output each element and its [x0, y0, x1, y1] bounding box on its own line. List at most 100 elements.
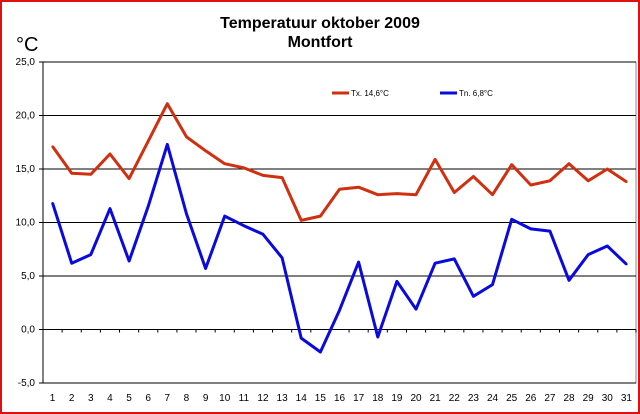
data-point [472, 295, 475, 298]
data-point [204, 149, 207, 153]
subtitle-line: Montfort [287, 34, 353, 51]
series-line-tx [51, 102, 628, 222]
x-tick-label: 24 [487, 393, 499, 404]
data-point [414, 307, 418, 311]
data-point [89, 253, 93, 256]
data-point [433, 261, 437, 265]
data-point [223, 162, 226, 165]
x-tick-label: 15 [315, 393, 327, 404]
data-point [453, 257, 456, 261]
x-tick-label: 10 [219, 393, 231, 404]
data-point [280, 256, 284, 260]
data-point [300, 336, 303, 340]
data-point [606, 167, 609, 171]
x-tick-label: 17 [353, 393, 365, 404]
data-point [147, 139, 150, 143]
x-tick-label: 7 [165, 393, 171, 404]
data-point [185, 212, 188, 216]
y-tick-label: 10,0 [16, 218, 36, 229]
data-point [127, 259, 131, 263]
data-point [586, 179, 590, 182]
data-point [204, 267, 207, 270]
chart-title: Temperatuur oktober 2009 Montfort [2, 14, 638, 52]
x-tick-label: 2 [69, 393, 75, 404]
x-tick-label: 28 [563, 393, 575, 404]
data-point [548, 229, 552, 233]
data-point [491, 193, 494, 196]
legend-label: Tn. 6,8°C [459, 89, 493, 98]
data-point [395, 280, 399, 283]
data-point [529, 183, 532, 187]
data-point [70, 172, 73, 175]
y-tick-label: 15,0 [16, 164, 36, 175]
data-point [625, 180, 628, 184]
title-line: Temperatuur oktober 2009 [220, 15, 420, 32]
y-tick-label: 25,0 [16, 57, 36, 68]
x-tick-label: 13 [277, 393, 289, 404]
data-point [166, 143, 169, 146]
x-tick-label: 31 [621, 393, 633, 404]
data-point [376, 335, 379, 339]
x-tick-label: 11 [239, 393, 250, 404]
data-point [376, 193, 379, 196]
data-point [108, 152, 112, 156]
x-tick-label: 9 [203, 393, 209, 404]
data-point [319, 350, 322, 354]
data-point [491, 283, 494, 286]
data-point [166, 102, 169, 105]
y-axis-unit: °C [16, 34, 39, 56]
data-point [51, 145, 54, 148]
data-point [242, 224, 246, 227]
data-point [395, 192, 399, 195]
x-tick-label: 21 [430, 393, 442, 404]
data-point [357, 185, 360, 189]
data-point [414, 193, 418, 196]
data-point [261, 174, 265, 177]
x-tick-label: 29 [583, 393, 595, 404]
data-point [357, 260, 360, 264]
x-tick-label: 5 [126, 393, 132, 404]
x-tick-label: 26 [525, 393, 537, 404]
data-point [300, 219, 303, 222]
data-point [185, 135, 188, 139]
x-tick-label: 19 [391, 393, 403, 404]
data-point [472, 175, 475, 178]
y-tick-label: 20,0 [16, 111, 36, 122]
x-tick-label: 4 [107, 393, 113, 404]
x-tick-label: 12 [257, 393, 269, 404]
y-tick-label: -5,0 [18, 378, 36, 389]
x-tick-label: 8 [184, 393, 190, 404]
x-tick-label: 30 [602, 393, 614, 404]
data-point [280, 176, 284, 179]
data-point [51, 202, 54, 205]
x-tick-label: 20 [410, 393, 422, 404]
data-point [242, 166, 246, 170]
data-point [89, 173, 93, 176]
data-point [127, 177, 131, 180]
data-point [261, 233, 265, 236]
x-tick-label: 18 [372, 393, 384, 404]
data-point [108, 207, 112, 210]
data-point [510, 163, 513, 166]
data-point [510, 218, 513, 221]
data-point [567, 279, 571, 282]
x-tick-label: 27 [544, 393, 556, 404]
x-tick-label: 16 [334, 393, 346, 404]
data-point [548, 179, 552, 182]
data-point [586, 253, 590, 256]
x-tick-label: 14 [296, 393, 308, 404]
x-tick-label: 1 [50, 393, 56, 404]
data-point [147, 205, 150, 208]
y-tick-label: 5,0 [21, 271, 35, 282]
x-tick-label: 22 [449, 393, 461, 404]
data-point [625, 263, 628, 266]
x-tick-label: 6 [145, 393, 151, 404]
data-point [433, 158, 437, 161]
x-tick-label: 3 [88, 393, 94, 404]
y-tick-label: 0,0 [21, 325, 35, 336]
legend-label: Tx. 14,6°C [351, 89, 389, 98]
data-point [319, 214, 322, 218]
x-tick-label: 25 [506, 393, 518, 404]
data-point [223, 214, 226, 218]
